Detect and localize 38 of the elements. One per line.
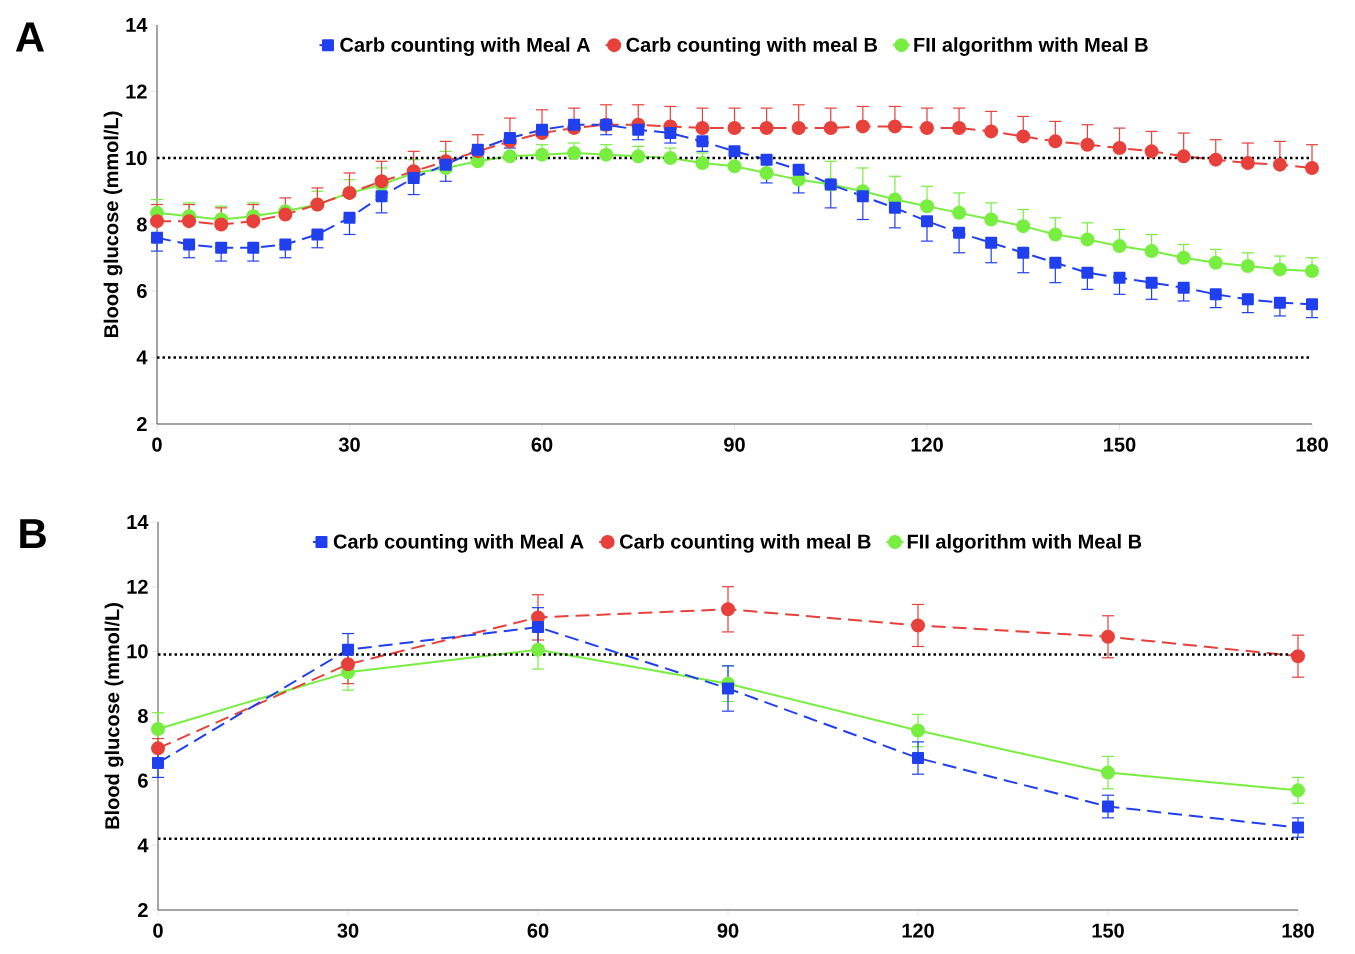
x-tick-label: 0: [152, 437, 162, 452]
y-tick-label: 6: [137, 283, 147, 299]
y-tick-label: 8: [136, 217, 147, 232]
y-tick-label: 12: [127, 579, 148, 594]
text: A: [15, 22, 44, 52]
x-tick-label: 60: [527, 923, 549, 938]
x-tick-label: 90: [724, 437, 745, 452]
y-tick-label: 14: [126, 18, 148, 32]
legend-label: Carb counting with Meal A: [333, 533, 584, 553]
x-tick-label: 90: [717, 923, 739, 938]
y-tick-label: 6: [138, 773, 148, 788]
y-axis-title: Blood glucose (mmol/L): [104, 603, 124, 829]
y-tick-label: 2: [137, 417, 147, 431]
x-tick-label: 0: [153, 923, 163, 938]
x-tick-label: 150: [1104, 437, 1136, 452]
x-tick-label: 150: [1092, 923, 1124, 938]
x-tick-label: 30: [338, 437, 360, 452]
legend-label: Carb counting with meal B: [626, 37, 878, 56]
legend-label: Carb counting with meal B: [620, 533, 871, 553]
y-tick-label: 8: [137, 708, 148, 724]
y-tick-label: 4: [137, 838, 149, 853]
x-tick-label: 120: [911, 437, 943, 452]
y-tick-label: 14: [127, 515, 149, 529]
x-tick-label: 180: [1296, 437, 1328, 452]
x-tick-label: 180: [1282, 923, 1314, 938]
y-tick-label: 12: [126, 84, 147, 99]
y-tick-label: 10: [126, 150, 147, 166]
y-tick-label: 4: [136, 350, 148, 365]
legend-label: FII algorithm with Meal B: [907, 533, 1142, 553]
y-tick-label: 2: [138, 903, 148, 917]
x-tick-label: 60: [531, 437, 553, 452]
x-tick-label: 30: [337, 923, 359, 938]
x-tick-label: 120: [902, 923, 934, 938]
legend-label: FII algorithm with Meal B: [914, 37, 1148, 56]
legend-label: Carb counting with Meal A: [340, 37, 591, 56]
y-tick-label: 10: [127, 644, 148, 659]
text: B: [20, 519, 46, 549]
y-axis-title: Blood glucose (mmol/L): [103, 111, 123, 338]
